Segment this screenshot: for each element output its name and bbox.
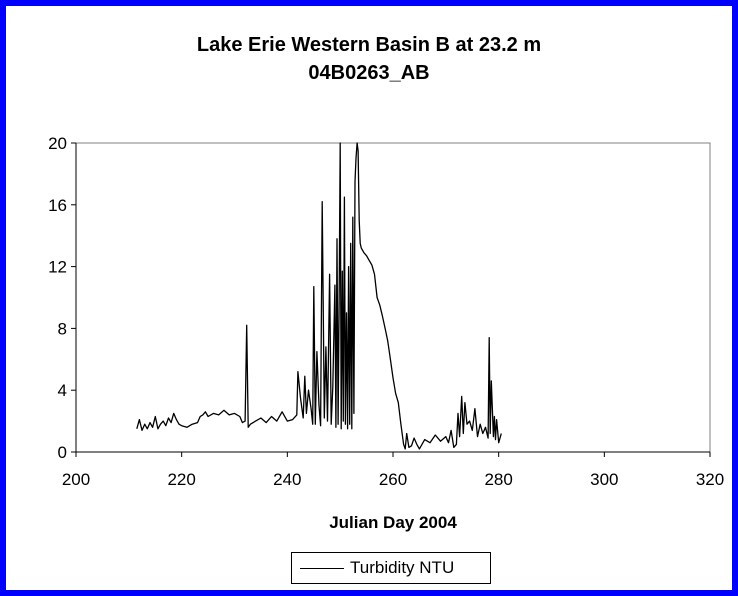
chart-subtitle: 04B0263_AB <box>308 62 430 84</box>
series-group <box>136 142 502 450</box>
chart-frame: Lake Erie Western Basin B at 23.2 m 04B0… <box>6 6 732 590</box>
y-tick-label: 12 <box>48 258 67 277</box>
x-tick-label: 320 <box>696 470 724 489</box>
y-tick-label: 8 <box>58 319 67 338</box>
y-tick-label: 20 <box>48 134 67 153</box>
legend-line-swatch <box>300 568 344 569</box>
plot-area-border <box>75 142 711 453</box>
x-tick-label: 200 <box>62 470 90 489</box>
y-tick-label: 0 <box>58 443 67 462</box>
legend-label: Turbidity NTU <box>350 558 455 577</box>
x-tick-label: 260 <box>379 470 407 489</box>
x-tick-label: 300 <box>590 470 618 489</box>
series-line-0 <box>136 142 502 450</box>
legend: Turbidity NTU <box>291 552 491 584</box>
y-axis: 0 4 8 12 16 20 <box>48 134 77 462</box>
chart-plot: 0 4 8 12 16 20 200 220 240 260 280 300 320 Julian D… <box>48 134 724 532</box>
x-axis: 200 220 240 260 280 300 320 <box>62 451 724 489</box>
x-axis-title: Julian Day 2004 <box>329 513 457 532</box>
x-tick-label: 240 <box>273 470 301 489</box>
y-tick-label: 16 <box>48 196 67 215</box>
chart-title: Lake Erie Western Basin B at 23.2 m <box>196 34 542 56</box>
y-tick-label: 4 <box>58 381 67 400</box>
x-tick-label: 280 <box>484 470 512 489</box>
x-tick-label: 220 <box>167 470 195 489</box>
